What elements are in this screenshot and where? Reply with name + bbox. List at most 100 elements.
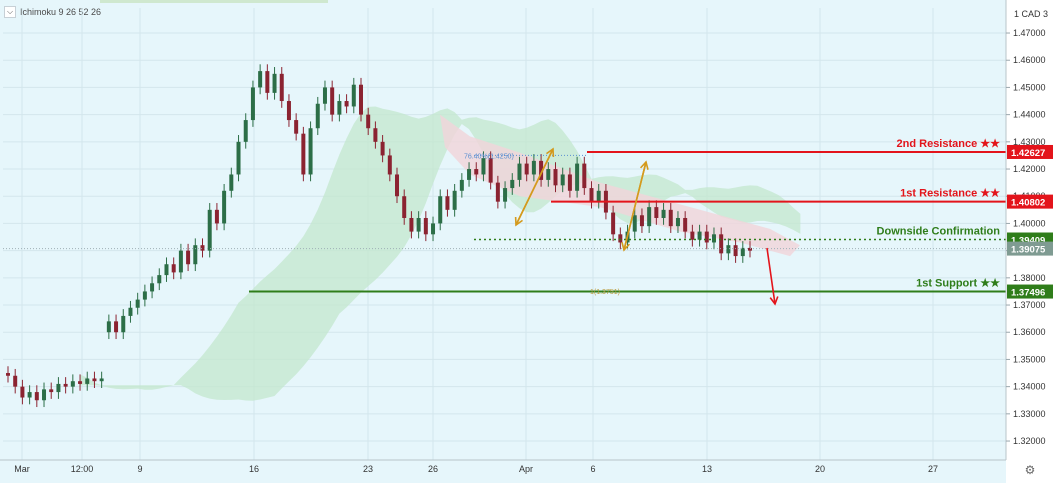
level-price-tag — [1007, 194, 1053, 209]
candle-body — [99, 378, 104, 382]
chevron-down-icon[interactable]: ⌵ — [4, 6, 16, 18]
candle — [85, 371, 90, 391]
candle — [99, 371, 104, 388]
candle — [164, 257, 169, 282]
price-axis: 1 CAD 3 1.32000 1.33000 1.34000 1.35000 1.360… — [1005, 0, 1057, 483]
candle — [740, 241, 745, 263]
candle-body — [135, 299, 140, 308]
candle — [387, 148, 392, 182]
candle — [423, 211, 428, 242]
target-arrow-shaft — [766, 247, 776, 305]
level-price-text: 1.42627 — [1011, 148, 1045, 159]
candle-body — [106, 321, 111, 333]
candle-body — [639, 215, 644, 227]
candle — [510, 173, 515, 195]
candle-body — [575, 163, 580, 191]
candle-body — [654, 207, 659, 218]
candle-body — [286, 101, 291, 121]
candle — [560, 167, 565, 193]
candle-body — [560, 174, 565, 186]
candle — [193, 238, 198, 272]
candle — [697, 224, 702, 247]
level-price-tag — [1007, 284, 1053, 299]
time-axis: Mar 12:00 9 16 23 26 Apr 6 13 20 27 — [0, 459, 1006, 474]
candle-body — [20, 386, 25, 398]
candle-body — [373, 128, 378, 142]
candle — [78, 374, 83, 391]
candle — [178, 243, 183, 280]
candle-body — [265, 71, 270, 93]
candle-body — [70, 381, 75, 387]
candle-body — [387, 155, 392, 175]
candle-body — [344, 101, 349, 107]
candle — [200, 238, 205, 258]
candle — [683, 211, 688, 239]
candle-body — [467, 169, 472, 180]
candle-body — [56, 383, 61, 393]
fib-ext-label: 1(1.3751) — [590, 289, 620, 296]
y-tick-label: 1.37000 — [1013, 300, 1046, 310]
gear-icon[interactable]: ⚙ — [1024, 463, 1036, 477]
candle — [416, 211, 421, 239]
candle — [611, 205, 616, 242]
candle — [445, 189, 450, 217]
candle-body — [495, 182, 500, 202]
candle — [150, 276, 155, 299]
y-tick-label: 1.47000 — [1013, 28, 1046, 38]
candle — [128, 300, 133, 323]
candle — [748, 241, 752, 258]
candle-body — [34, 392, 39, 401]
candle — [661, 203, 666, 225]
x-tick-label: 23 — [363, 464, 373, 474]
x-tick-label: 20 — [815, 464, 825, 474]
candle — [373, 121, 378, 149]
candle — [567, 167, 572, 198]
candle — [258, 64, 263, 95]
fib-label: 76.40%(1.4250) — [464, 153, 514, 160]
candle — [395, 167, 400, 204]
candle — [719, 227, 724, 261]
candle — [380, 135, 385, 163]
candle-body — [675, 217, 680, 227]
candle-body — [668, 209, 673, 227]
x-tick-label: 26 — [428, 464, 438, 474]
candle-body — [596, 190, 601, 202]
candle-body — [142, 291, 147, 300]
candle-body — [337, 101, 342, 115]
y-tick-label: 1.33000 — [1013, 409, 1046, 419]
swing-arrow-1-rev-head — [514, 216, 523, 227]
level-label: 1st Resistance ★★ — [900, 188, 1000, 200]
candle — [250, 80, 255, 127]
candle-body — [510, 179, 515, 189]
cloud-bear — [440, 114, 800, 257]
candle-body — [748, 247, 752, 251]
candle — [704, 224, 709, 250]
swing-arrow-2-rev — [621, 161, 647, 252]
candle-body — [63, 383, 68, 387]
candle-body — [380, 141, 385, 156]
candle-body — [121, 315, 126, 333]
candle-body — [690, 231, 695, 240]
candle-body — [611, 212, 616, 235]
candle-body — [164, 264, 169, 276]
candle-body — [85, 378, 90, 384]
candle — [358, 77, 363, 122]
indicator-label: Ichimoku 9 26 52 26 — [20, 7, 102, 17]
candle — [344, 94, 349, 114]
candle-body — [488, 158, 493, 183]
candle — [495, 175, 500, 209]
candle-body — [719, 234, 724, 254]
candle-body — [395, 174, 400, 197]
candle-body — [150, 283, 155, 292]
swing-arrows — [514, 147, 779, 306]
candle — [546, 162, 551, 187]
candle — [207, 203, 212, 258]
candle-body — [459, 179, 464, 191]
target-arrow — [766, 247, 779, 306]
candle-body — [301, 133, 306, 175]
candle-body — [229, 174, 234, 191]
candle — [431, 216, 436, 242]
candle-body — [416, 217, 421, 232]
